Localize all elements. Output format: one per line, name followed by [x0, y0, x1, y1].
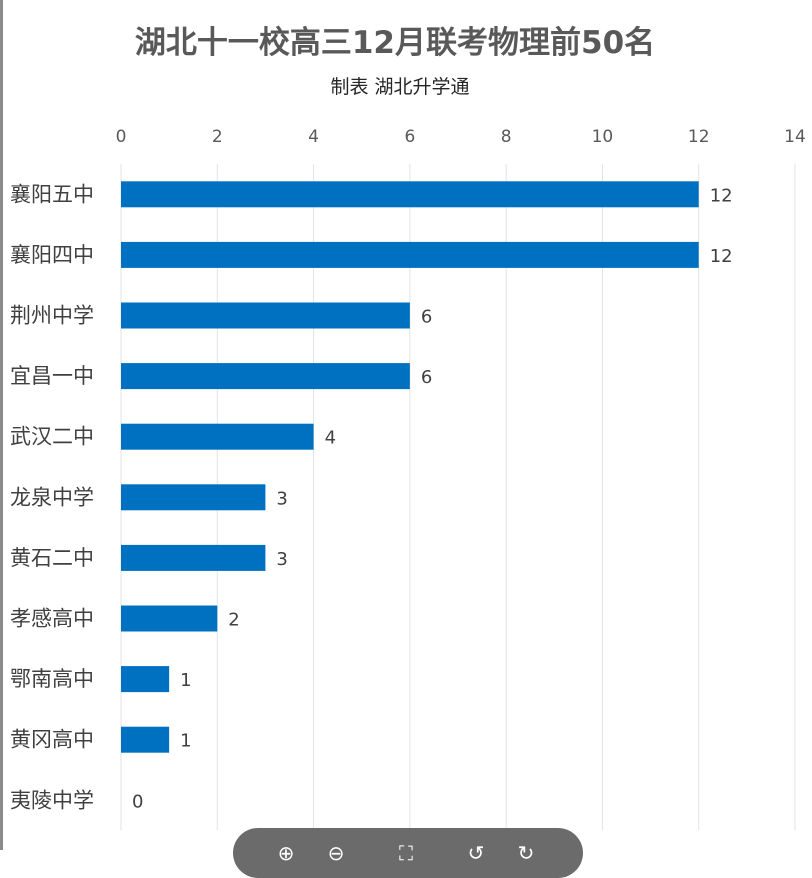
category-label: 襄阳四中	[10, 243, 94, 267]
x-tick-label: 8	[501, 127, 512, 147]
fit-icon[interactable]: ⛶	[399, 841, 413, 865]
data-label: 12	[710, 185, 733, 206]
rotate-left-icon[interactable]: ↺	[467, 841, 485, 865]
data-labels: 12 12 6 6 4 3 3 2 1 1 0	[132, 185, 733, 812]
chart-subtitle: 制表 湖北升学通	[330, 76, 469, 98]
bar	[121, 605, 218, 632]
x-tick-label: 0	[116, 127, 127, 147]
bar	[121, 423, 314, 450]
category-label: 黄石二中	[10, 546, 94, 570]
bar-chart: 湖北十一校高三12月联考物理前50名 制表 湖北升学通 0 2 4 6 8 10 12 14 …	[10, 25, 806, 830]
x-tick-label: 12	[688, 127, 710, 147]
window-edge	[0, 0, 3, 850]
category-label: 荆州中学	[10, 304, 94, 328]
bar	[121, 726, 170, 753]
rotate-right-icon[interactable]: ↻	[517, 841, 535, 865]
x-axis-ticks: 0 2 4 6 8 10 12 14	[116, 127, 806, 147]
data-label: 12	[710, 246, 733, 267]
data-label: 1	[180, 670, 191, 691]
x-tick-label: 2	[212, 127, 223, 147]
data-label: 6	[421, 307, 432, 328]
bars	[121, 181, 699, 753]
category-label: 龙泉中学	[10, 485, 94, 509]
category-label: 夷陵中学	[10, 788, 94, 812]
category-label: 黄冈高中	[10, 728, 94, 752]
bar	[121, 666, 170, 693]
data-label: 3	[276, 488, 287, 509]
x-tick-label: 4	[308, 127, 319, 147]
data-label: 3	[276, 549, 287, 570]
category-labels: 襄阳五中襄阳四中荆州中学宜昌一中武汉二中龙泉中学黄石二中孝感高中鄂南高中黄冈高中…	[10, 182, 94, 812]
bar	[121, 241, 699, 268]
data-label: 1	[180, 731, 191, 752]
bar	[121, 181, 699, 208]
data-label: 0	[132, 791, 143, 812]
data-label: 2	[228, 610, 239, 631]
category-label: 武汉二中	[10, 425, 94, 449]
category-label: 鄂南高中	[10, 667, 94, 691]
category-label: 孝感高中	[10, 607, 94, 631]
category-label: 宜昌一中	[10, 364, 94, 388]
chart-title: 湖北十一校高三12月联考物理前50名	[135, 25, 655, 61]
zoom-in-icon[interactable]: ⊕	[277, 841, 295, 865]
x-tick-label: 6	[404, 127, 415, 147]
x-tick-label: 14	[784, 127, 806, 147]
category-label: 襄阳五中	[10, 182, 94, 206]
bar	[121, 484, 266, 511]
data-label: 4	[325, 428, 336, 449]
bar	[121, 544, 266, 571]
bar	[121, 363, 410, 390]
gridlines	[120, 164, 796, 830]
bar	[121, 302, 410, 329]
data-label: 6	[421, 367, 432, 388]
zoom-out-icon[interactable]: ⊖	[327, 841, 345, 865]
image-viewer-toolbar: ⊕ ⊖ ⛶ ↺ ↻	[233, 828, 583, 878]
x-tick-label: 10	[592, 127, 614, 147]
